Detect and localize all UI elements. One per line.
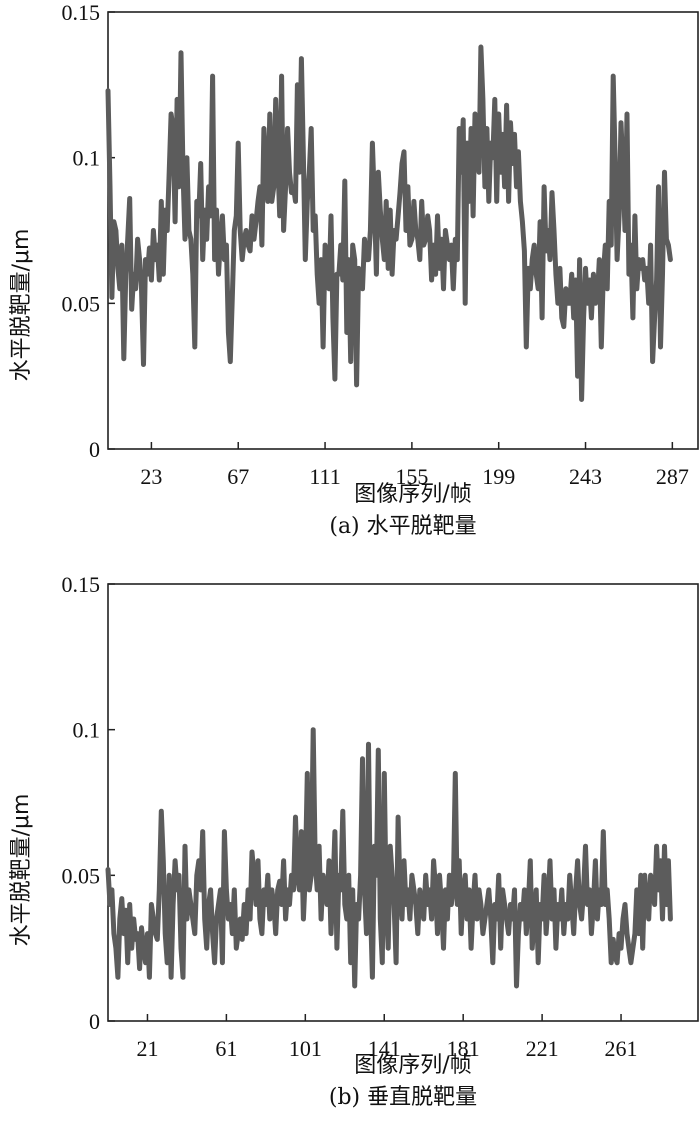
x-tick-label: 199 (482, 464, 515, 489)
x-axis-label: 图像序列/帧 (354, 1053, 471, 1078)
series-line (105, 727, 673, 989)
x-tick-label: 21 (136, 1036, 158, 1061)
x-ticks: 21 61 101 141 181 221 261 (136, 1014, 638, 1061)
x-ticks: 23 67 111 155 199 243 287 (140, 442, 689, 489)
series-line (105, 44, 673, 402)
x-axis-label: 图像序列/帧 (354, 482, 471, 507)
x-tick-label: 23 (140, 464, 162, 489)
x-tick-label: 141 (368, 1036, 401, 1061)
plot-frame (107, 583, 699, 1022)
y-axis-label: 水平脱靶量/μm (9, 794, 34, 947)
y-axis-label: 水平脱靶量/μm (9, 229, 34, 382)
plot-frame (107, 11, 699, 450)
y-tick-label: 0.05 (62, 863, 101, 888)
y-ticks: 0 0.05 0.1 0.15 (62, 572, 115, 1034)
x-tick-label: 181 (447, 1036, 480, 1061)
x-tick-label: 101 (289, 1036, 322, 1061)
y-tick-label: 0.15 (62, 572, 101, 597)
x-tick-label: 287 (656, 464, 689, 489)
x-tick-label: 61 (215, 1036, 237, 1061)
panel-caption: (a) 水平脱靶量 (329, 514, 476, 539)
panel-caption: (b) 垂直脱靶量 (329, 1085, 477, 1110)
y-tick-label: 0.05 (62, 291, 101, 316)
panel-vertical-offset: 水平脱靶量/μm 0 0.05 0.1 0.15 21 61 101 141 181 221 26… (9, 572, 699, 1110)
x-tick-label: 221 (526, 1036, 559, 1061)
y-tick-label: 0.1 (73, 718, 101, 743)
x-tick-label: 155 (395, 464, 428, 489)
x-tick-label: 67 (227, 464, 249, 489)
y-tick-label: 0.15 (62, 0, 101, 25)
x-tick-label: 111 (309, 464, 340, 489)
y-tick-label: 0.1 (73, 146, 101, 171)
y-tick-label: 0 (89, 1009, 100, 1034)
y-ticks: 0 0.05 0.1 0.15 (62, 0, 115, 462)
x-tick-label: 243 (569, 464, 602, 489)
x-tick-label: 261 (605, 1036, 638, 1061)
y-tick-label: 0 (89, 437, 100, 462)
panel-horizontal-offset: 水平脱靶量/μm 0 0.05 0.1 0.15 23 67 111 155 199 243 28… (9, 0, 699, 539)
